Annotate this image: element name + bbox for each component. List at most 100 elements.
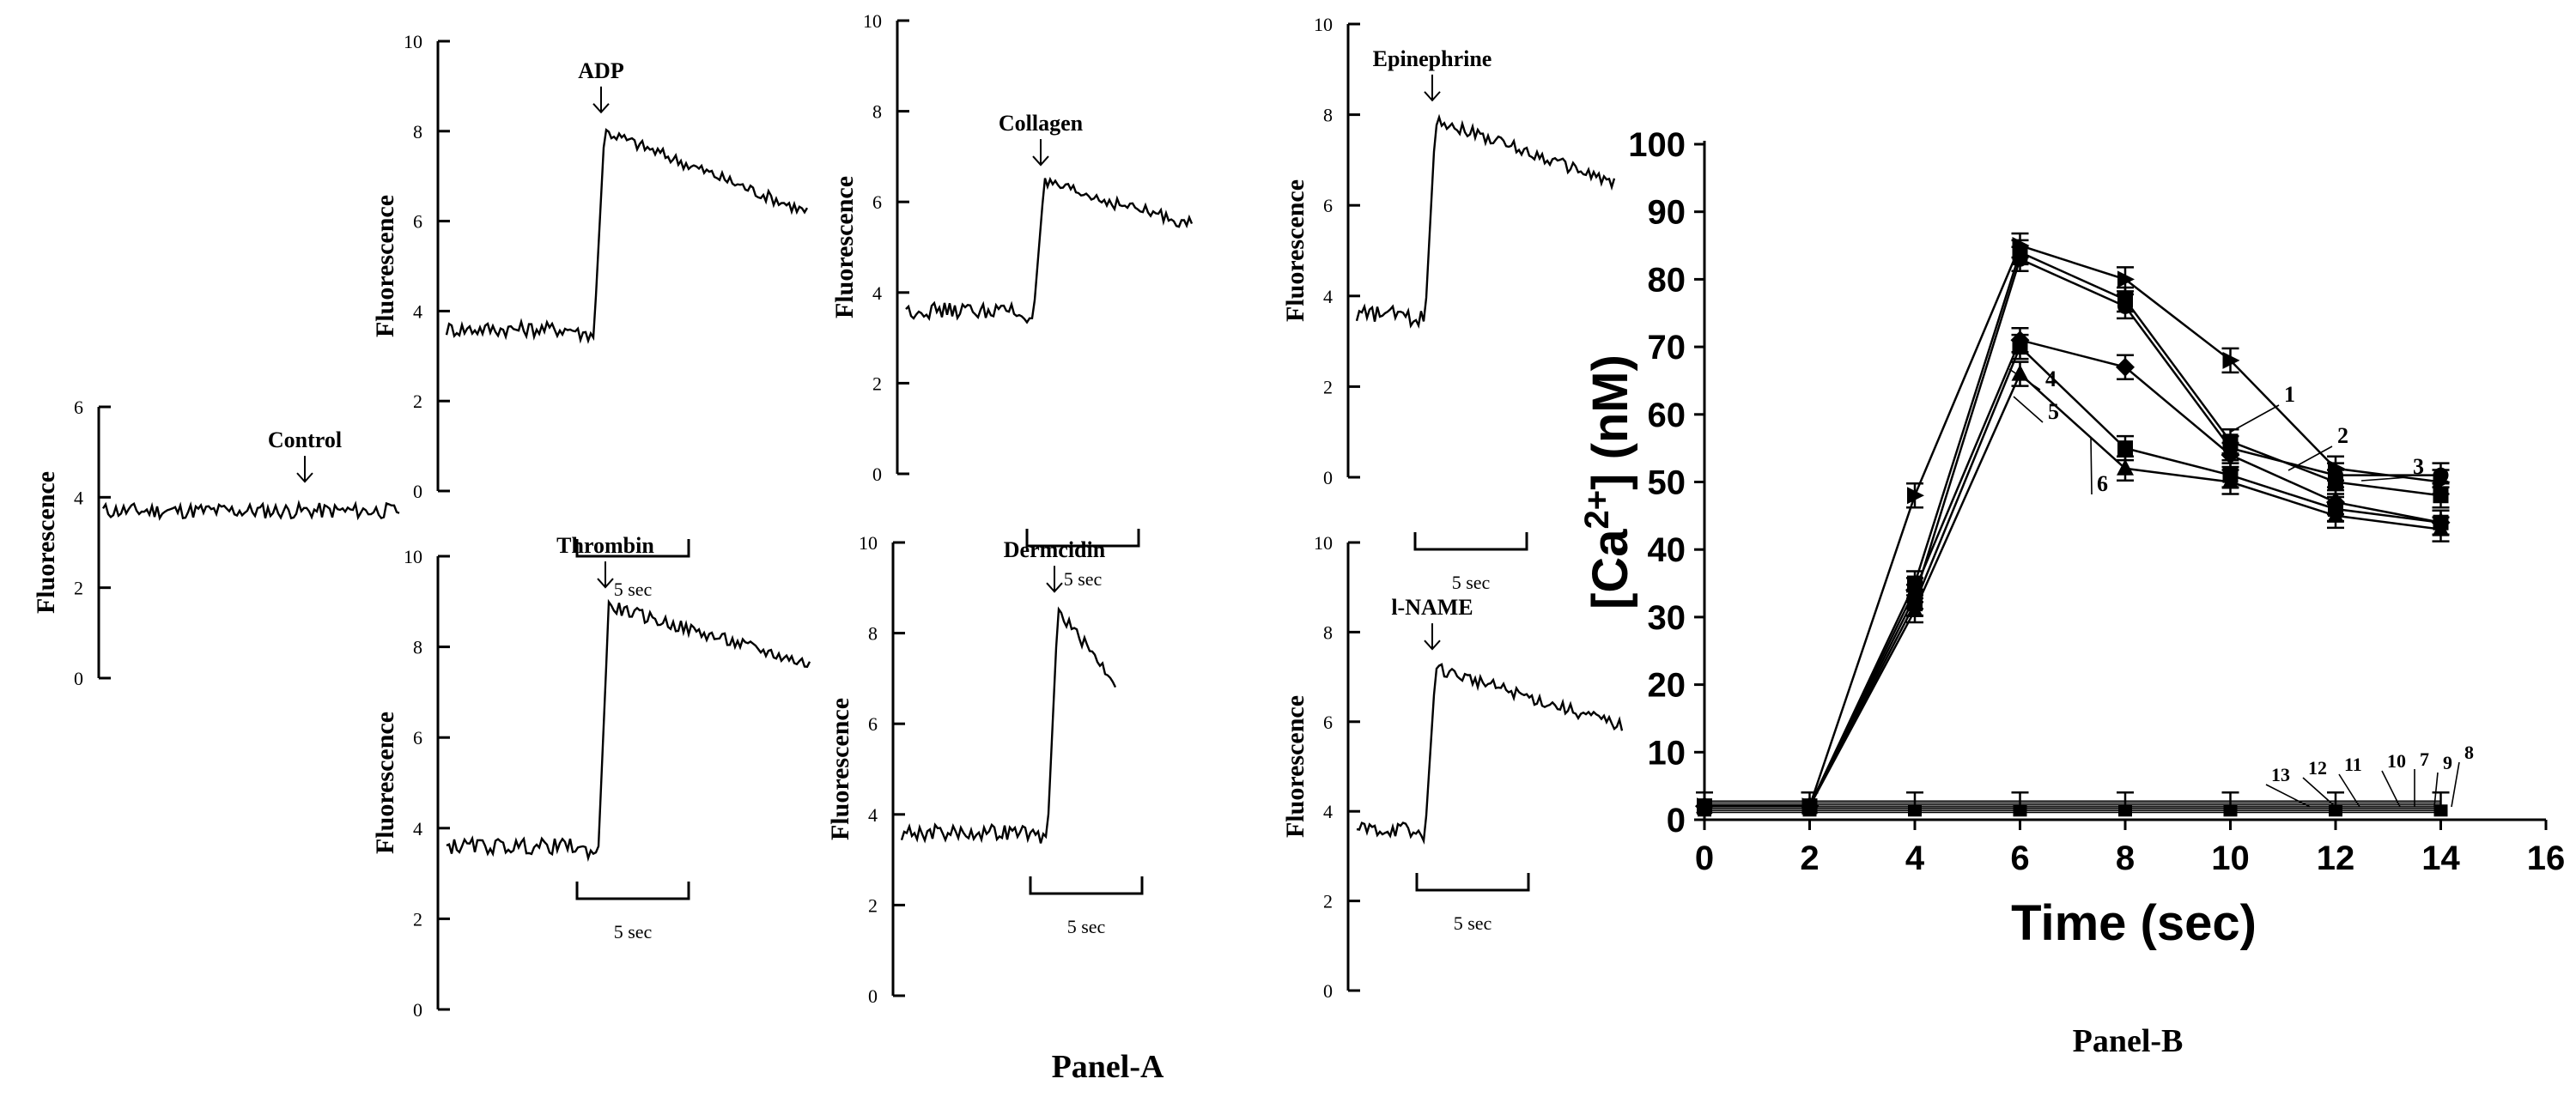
y-tick-label: 6 [74, 397, 83, 418]
data-point [2012, 251, 2028, 267]
y-tick-label: 60 [1648, 397, 1686, 434]
fluorescence-trace [1356, 663, 1624, 845]
series-line [1704, 344, 2441, 808]
y-axis-label: Fluorescence [1281, 695, 1309, 838]
data-point [2117, 270, 2135, 288]
data-point [2327, 506, 2344, 523]
trace-chart-2: 0 2 4 6 8 10 Fluorescence ADP 5 sec [371, 31, 809, 600]
y-tick-label: 10 [404, 546, 422, 567]
x-tick-label: 16 [2527, 839, 2566, 877]
series-label: 3 [2413, 454, 2424, 479]
series-5 [1697, 333, 2450, 815]
stimulus-label: Collagen [999, 111, 1084, 136]
scale-bar [575, 539, 690, 558]
series-label: 12 [2308, 757, 2327, 779]
y-tick-label: 50 [1648, 464, 1686, 502]
series-label: 2 [2337, 423, 2348, 448]
trace-chart-3: 0 2 4 6 8 10 Fluorescence Collagen 5 sec [830, 10, 1194, 590]
y-tick-label: 30 [1648, 599, 1686, 637]
y-tick-label: 70 [1648, 329, 1686, 367]
trace-chart-1: 0 2 4 6 Fluorescence Control [32, 397, 400, 689]
data-point [2116, 357, 2135, 377]
fluorescence-trace [1355, 113, 1616, 329]
fluorescence-trace [445, 128, 809, 344]
leader-line [2433, 772, 2439, 808]
y-tick-label: 0 [413, 481, 422, 502]
data-point [2328, 467, 2343, 483]
y-tick-label: 0 [868, 985, 878, 1007]
y-tick-label: 6 [868, 713, 878, 735]
y-tick-label: 8 [413, 121, 422, 142]
y-tick-label: 0 [1667, 802, 1686, 839]
fluorescence-trace [101, 500, 400, 521]
data-point [2222, 351, 2240, 369]
scale-bar-label: 5 sec [1454, 912, 1492, 934]
y-tick-label: 20 [1648, 667, 1686, 705]
y-tick-label: 8 [872, 101, 882, 123]
trace-chart-4: 0 2 4 6 8 10 Fluorescence Epinephrine 5 sec [1281, 14, 1616, 593]
y-tick-label: 90 [1648, 194, 1686, 232]
y-tick-label: 4 [413, 300, 422, 322]
scale-bar-label: 5 sec [1067, 916, 1106, 937]
data-point [2433, 467, 2449, 483]
arrowhead-icon [1032, 155, 1049, 167]
series-label-7: 7 [2414, 748, 2429, 807]
y-tick-label: 4 [74, 487, 83, 508]
scale-bar [1413, 532, 1528, 551]
x-tick-label: 0 [1695, 839, 1714, 877]
series-label-2: 2 [2287, 423, 2348, 471]
leader-line [2338, 773, 2360, 808]
leader-line [2013, 396, 2044, 423]
leader-line [2287, 445, 2333, 471]
series-line [1704, 372, 2441, 808]
scale-bar-label: 5 sec [1064, 568, 1103, 590]
series-label-6: 6 [2090, 437, 2108, 496]
series-label-8: 8 [2451, 742, 2474, 808]
y-tick-label: 40 [1648, 531, 1686, 569]
x-tick-label: 14 [2421, 839, 2460, 877]
stimulus-label: Thrombin [556, 533, 654, 558]
stimulus-label: Control [268, 427, 342, 452]
data-point [2432, 519, 2450, 536]
series-label: 11 [2344, 754, 2362, 775]
series-label: 1 [2284, 382, 2295, 407]
x-tick-label: 2 [1800, 839, 1819, 877]
y-tick-label: 0 [413, 999, 422, 1021]
x-tick-label: 6 [2010, 839, 2029, 877]
y-tick-label: 6 [872, 191, 882, 213]
data-point [2433, 488, 2449, 504]
data-point [2117, 298, 2133, 314]
leader-line [2360, 476, 2409, 482]
y-tick-label: 6 [413, 211, 422, 233]
y-tick-label: 10 [1314, 532, 1333, 554]
panel-a: 0 2 4 6 Fluorescence Control 0 2 4 6 8 10 Fluorescen… [32, 10, 1624, 1021]
scale-bar-label: 5 sec [614, 579, 653, 600]
y-tick-label: 100 [1628, 126, 1686, 164]
leader-line [2381, 770, 2401, 808]
y-axis-label: Fluorescence [371, 195, 399, 337]
stimulus-label: Epinephrine [1373, 46, 1492, 71]
series-label-11: 11 [2338, 754, 2362, 808]
arrowhead-icon [296, 472, 313, 483]
y-tick-label: 8 [868, 623, 878, 645]
series-label: 5 [2048, 399, 2059, 424]
data-point [1907, 487, 1924, 505]
x-tick-label: 8 [2116, 839, 2135, 877]
data-point [2117, 458, 2134, 476]
y-tick-label: 8 [1323, 105, 1333, 126]
series-label-13: 13 [2265, 764, 2311, 808]
data-point [2221, 445, 2240, 465]
y-tick-label: 6 [1323, 195, 1333, 216]
series-4 [1695, 326, 2451, 816]
series-label: 9 [2443, 752, 2452, 773]
arrowhead-icon [597, 578, 614, 589]
y-tick-label: 10 [1314, 14, 1333, 35]
y-tick-label: 6 [413, 727, 422, 748]
y-tick-label: 4 [868, 804, 878, 826]
series-label-10: 10 [2381, 750, 2406, 808]
x-tick-label: 12 [2317, 839, 2355, 877]
y-tick-label: 10 [404, 31, 422, 52]
y-tick-label: 10 [863, 10, 882, 32]
stimulus-label: ADP [578, 58, 624, 83]
